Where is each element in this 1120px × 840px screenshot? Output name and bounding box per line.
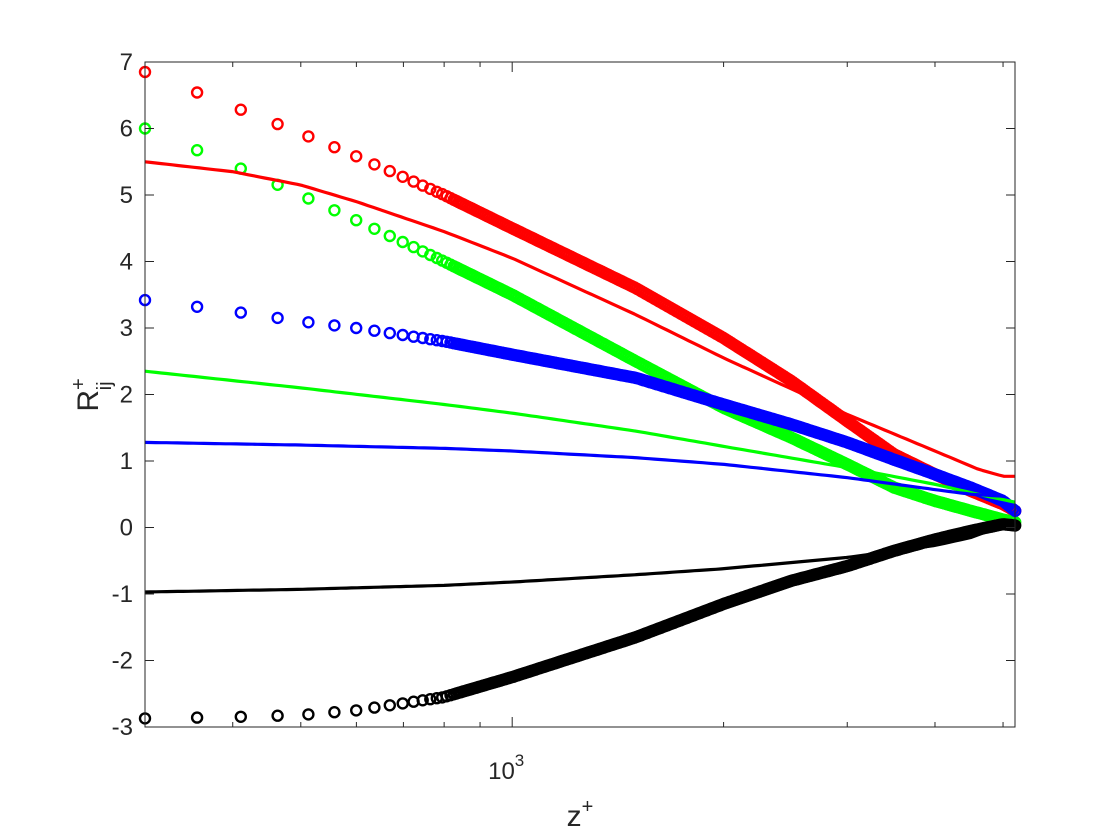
x-axis-label-sup: + [582,796,594,818]
data-layer [138,65,1022,725]
data-marker [368,158,381,171]
data-marker [350,704,363,717]
y-tick-label: 6 [120,116,133,143]
y-tick-label: -3 [112,714,133,741]
y-tick-label: 1 [120,448,133,475]
data-marker [383,164,396,178]
y-axis-label-sup: + [68,378,90,390]
data-marker [271,311,284,325]
data-marker [350,213,363,227]
x-axis-label-base: z [567,800,582,833]
data-marker [416,331,429,345]
data-marker [383,326,396,340]
y-axis-label-base: R [72,390,105,412]
y-axis-label-sub: ij [94,381,116,390]
data-marker [234,103,248,116]
marker-series-blue [138,293,1022,518]
x-axis: 103 [144,62,1004,785]
data-marker [302,316,315,329]
data-marker [190,86,204,99]
data-marker [383,229,396,243]
data-marker [271,117,284,131]
data-marker [350,321,363,335]
data-marker [328,140,341,154]
data-marker [190,300,204,313]
x-axis-label: z+ [567,796,594,833]
y-tick-label: -1 [112,581,133,608]
data-marker [383,699,396,712]
data-marker [368,324,381,337]
x-tick-label: 103 [488,751,524,785]
data-marker [424,693,437,706]
line-series-green [144,369,1016,504]
data-marker [302,192,315,205]
data-marker [328,319,341,332]
data-marker [424,248,437,262]
data-marker [1006,503,1020,516]
data-marker [424,333,437,346]
data-marker [271,709,284,722]
line-series-black [144,521,1016,594]
line-series-blue [144,440,1004,498]
data-marker [234,710,248,723]
y-tick-label: 3 [120,315,133,342]
data-marker [234,306,248,319]
data-marker [190,143,204,157]
y-tick-label: 2 [120,382,133,409]
y-axis-label: R+ ij [68,378,116,411]
data-marker [302,708,315,721]
data-marker [368,701,381,714]
y-axis: -3 -2 -1 0 1 2 3 4 5 6 7 [112,49,1015,741]
plot-background [145,62,1015,727]
data-marker [424,182,437,196]
y-tick-label: 7 [120,49,133,76]
y-tick-label: 5 [120,182,133,209]
data-marker [396,170,409,184]
data-marker [396,235,409,249]
data-marker [416,694,429,707]
data-marker [328,706,341,719]
line-series-red [144,160,1015,478]
data-marker [368,222,381,236]
y-tick-label: 0 [120,515,133,542]
data-marker [328,204,341,217]
data-marker [190,711,204,724]
data-marker [350,150,363,163]
data-marker [302,130,315,143]
y-tick-label: 4 [120,249,133,276]
y-tick-label: -2 [112,648,133,675]
